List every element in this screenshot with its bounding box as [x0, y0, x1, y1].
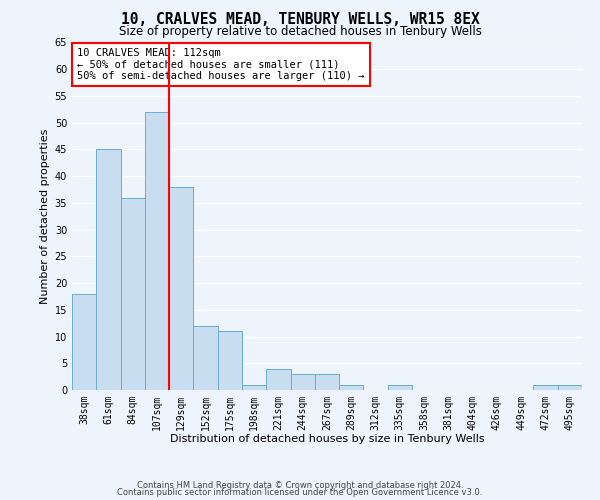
- Bar: [388, 384, 412, 390]
- Text: 10, CRALVES MEAD, TENBURY WELLS, WR15 8EX: 10, CRALVES MEAD, TENBURY WELLS, WR15 8E…: [121, 12, 479, 28]
- X-axis label: Distribution of detached houses by size in Tenbury Wells: Distribution of detached houses by size …: [170, 434, 484, 444]
- Bar: [121, 198, 145, 390]
- Bar: [193, 326, 218, 390]
- Bar: [169, 187, 193, 390]
- Bar: [242, 384, 266, 390]
- Bar: [558, 384, 582, 390]
- Text: Contains HM Land Registry data © Crown copyright and database right 2024.: Contains HM Land Registry data © Crown c…: [137, 480, 463, 490]
- Text: Size of property relative to detached houses in Tenbury Wells: Size of property relative to detached ho…: [119, 25, 481, 38]
- Text: 10 CRALVES MEAD: 112sqm
← 50% of detached houses are smaller (111)
50% of semi-d: 10 CRALVES MEAD: 112sqm ← 50% of detache…: [77, 48, 365, 81]
- Bar: [96, 150, 121, 390]
- Bar: [533, 384, 558, 390]
- Bar: [218, 331, 242, 390]
- Bar: [315, 374, 339, 390]
- Y-axis label: Number of detached properties: Number of detached properties: [40, 128, 50, 304]
- Bar: [290, 374, 315, 390]
- Bar: [266, 368, 290, 390]
- Bar: [339, 384, 364, 390]
- Text: Contains public sector information licensed under the Open Government Licence v3: Contains public sector information licen…: [118, 488, 482, 497]
- Bar: [72, 294, 96, 390]
- Bar: [145, 112, 169, 390]
